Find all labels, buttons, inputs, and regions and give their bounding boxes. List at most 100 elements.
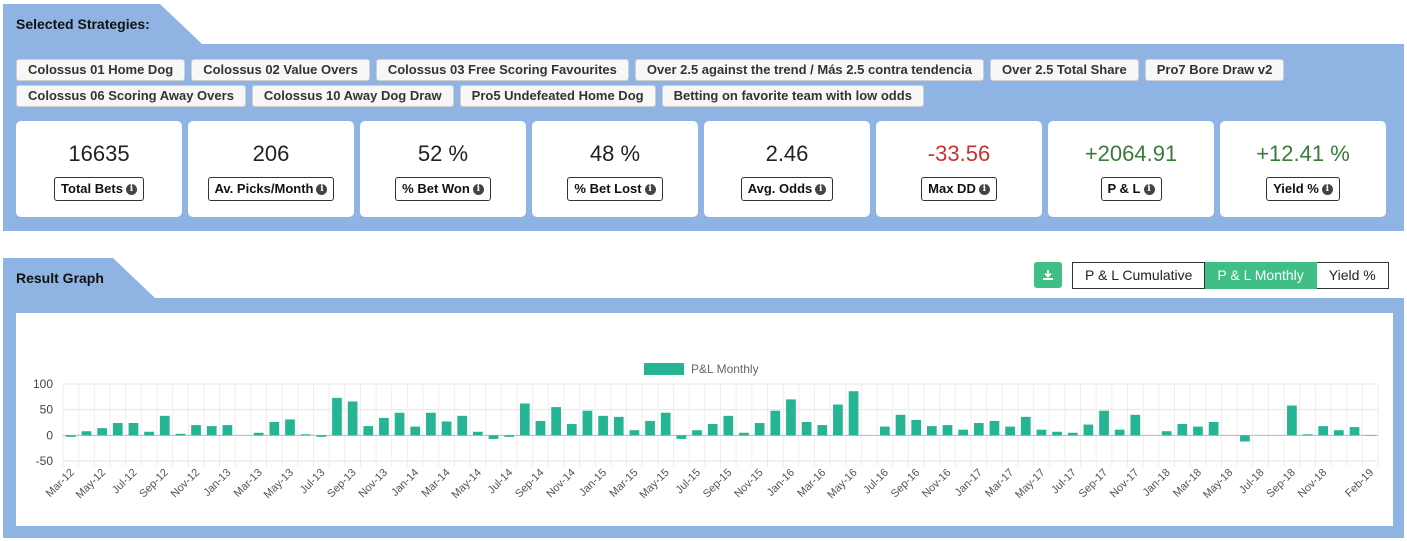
strategy-chip: Over 2.5 against the trend / Más 2.5 con… <box>634 59 984 81</box>
info-icon[interactable]: i <box>472 183 484 195</box>
bar-may-12 <box>97 428 107 436</box>
bar-nov-12 <box>191 425 201 436</box>
x-tick-label: Jul-17 <box>1049 467 1079 497</box>
info-icon[interactable]: i <box>316 183 328 195</box>
x-tick-label: May-12 <box>74 467 108 501</box>
stat-value: 16635 <box>68 141 130 166</box>
result-graph-panel: 100 50 0 -50 Mar-12 May-12 Jul-12 Sep-12 Nov-12 J… <box>3 298 1404 538</box>
bar-feb-14 <box>426 412 436 436</box>
stat-label-text: Avg. Odds <box>747 181 813 196</box>
bar-dec-14 <box>582 410 593 436</box>
bar-oct-13 <box>363 426 374 436</box>
bar-sep-12 <box>159 415 170 436</box>
bar-may-13 <box>285 419 295 436</box>
x-tick-label: May-16 <box>825 467 859 501</box>
x-tick-label: Jan-14 <box>389 467 421 499</box>
x-tick-label: Jul-14 <box>486 467 516 497</box>
info-icon[interactable]: i <box>815 183 827 195</box>
info-icon[interactable]: i <box>978 183 990 195</box>
x-tick-label: Mar-15 <box>607 467 640 500</box>
bar-jan-15 <box>598 415 608 436</box>
stat-value: 52 % <box>417 141 469 166</box>
bar-oct-15 <box>739 432 749 436</box>
toggle-pl-monthly[interactable]: P & L Monthly <box>1205 262 1317 289</box>
y-tick-label: 100 <box>33 377 53 391</box>
x-tick-label: Jul-15 <box>673 467 703 497</box>
strategies-panel: Colossus 01 Home Dog Colossus 02 Value Ov… <box>3 44 1404 231</box>
bar-mar-15 <box>629 430 640 436</box>
stat-label: Max DD i <box>921 177 997 201</box>
x-tick-label: Sep-12 <box>137 467 171 501</box>
bar-sep-17 <box>1099 410 1109 436</box>
bar-jun-12 <box>112 423 123 436</box>
bar-oct-17 <box>1114 429 1125 436</box>
bar-jun-13 <box>300 434 311 436</box>
bar-jan-19 <box>1349 427 1360 436</box>
bar-sep-13 <box>347 401 358 436</box>
bar-jun-14 <box>488 435 499 439</box>
stat-value: 206 <box>252 141 290 166</box>
info-icon[interactable]: i <box>644 183 656 195</box>
x-tick-label: May-17 <box>1013 467 1047 501</box>
y-tick-label: -50 <box>36 454 54 468</box>
x-tick-label: Jan-13 <box>201 467 233 499</box>
download-button[interactable] <box>1034 262 1062 288</box>
bar-dec-16 <box>958 429 969 436</box>
bar-dec-13 <box>394 412 405 436</box>
info-icon[interactable]: i <box>1143 183 1155 195</box>
bar-feb-16 <box>801 421 812 436</box>
bar-oct-18 <box>1302 434 1313 436</box>
bar-aug-15 <box>707 424 718 436</box>
info-icon[interactable]: i <box>1321 183 1333 195</box>
bar-jun-18 <box>1240 435 1250 442</box>
x-tick-label: May-14 <box>450 467 484 501</box>
stat-card: +12.41 % Yield % i <box>1220 121 1386 217</box>
x-tick-label: Nov-18 <box>1296 467 1330 501</box>
stat-label-text: Total Bets <box>61 181 123 196</box>
bar-nov-16 <box>942 425 953 436</box>
bar-jan-18 <box>1161 431 1172 436</box>
strategy-chip: Pro7 Bore Draw v2 <box>1144 59 1285 81</box>
x-tick-label: Jul-13 <box>298 467 328 497</box>
bar-sep-18 <box>1287 405 1297 436</box>
stat-label: Avg. Odds i <box>740 177 834 201</box>
strategy-chip: Colossus 10 Away Dog Draw <box>251 85 454 107</box>
x-tick-label: Mar-16 <box>795 467 828 500</box>
x-tick-label: Mar-17 <box>983 467 1016 500</box>
strategy-chip: Colossus 06 Scoring Away Overs <box>16 85 246 107</box>
bar-apr-17 <box>1020 416 1031 436</box>
bar-aug-16 <box>895 414 906 436</box>
x-tick-label: Nov-14 <box>544 467 578 501</box>
stat-card: 16635 Total Bets i <box>16 121 182 217</box>
bar-nov-17 <box>1130 414 1141 436</box>
bar-jul-15 <box>692 430 702 436</box>
bar-may-15 <box>660 412 671 436</box>
bar-jan-13 <box>222 425 233 436</box>
bar-mar-13 <box>253 432 264 436</box>
bar-aug-13 <box>332 397 342 436</box>
stat-label: % Bet Won i <box>395 177 491 201</box>
toggle-yield[interactable]: Yield % <box>1316 262 1389 289</box>
bar-may-16 <box>848 391 859 436</box>
x-tick-label: Nov-15 <box>732 467 766 501</box>
x-tick-label: Mar-13 <box>232 467 265 500</box>
bar-mar-12 <box>65 435 76 437</box>
stat-label-text: Max DD <box>928 181 976 196</box>
info-icon[interactable]: i <box>125 183 137 195</box>
stat-value: -33.56 <box>927 141 991 166</box>
toggle-pl-cumulative[interactable]: P & L Cumulative <box>1072 262 1206 289</box>
bar-feb-15 <box>613 416 624 436</box>
bar-mar-17 <box>1005 426 1015 436</box>
x-tick-label: Nov-12 <box>169 467 203 501</box>
chart-card: 100 50 0 -50 Mar-12 May-12 Jul-12 Sep-12 Nov-12 J… <box>16 313 1393 526</box>
x-tick-label: Jul-18 <box>1237 467 1267 497</box>
stat-card: -33.56 Max DD i <box>876 121 1042 217</box>
result-graph-title: Result Graph <box>16 270 104 286</box>
bar-dec-12 <box>206 426 217 436</box>
x-tick-label: Mar-12 <box>44 467 77 500</box>
bar-may-14 <box>472 431 483 436</box>
bar-apr-16 <box>833 404 843 436</box>
